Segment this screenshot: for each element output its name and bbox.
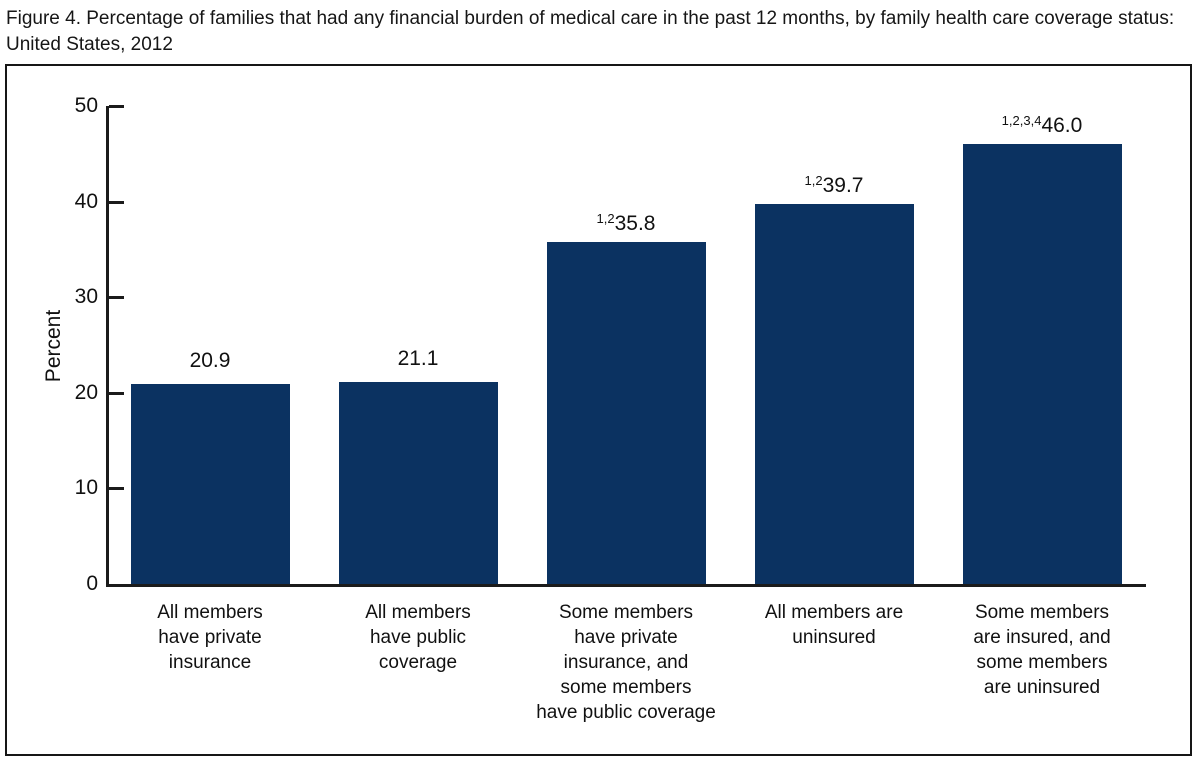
y-axis-line	[106, 106, 109, 587]
bar-value-label: 21.1	[308, 346, 528, 372]
chart-frame: Percent 0 10 20 30 40 50 20.9 All members have p…	[5, 64, 1192, 756]
plot-area: Percent 0 10 20 30 40 50 20.9 All members have p…	[7, 66, 1190, 754]
bar	[338, 382, 498, 584]
bar-value: 20.9	[189, 349, 231, 373]
y-tick	[109, 200, 124, 204]
bar	[754, 204, 914, 584]
y-tick-label: 10	[74, 476, 98, 500]
bar-value: 21.1	[397, 347, 439, 371]
y-tick-label: 50	[74, 94, 98, 117]
category-label: All members have public coverage	[365, 602, 471, 673]
bar-value-label: 1,235.8	[516, 206, 736, 237]
bar-value-label: 1,2,3,446.0	[932, 108, 1152, 139]
bar-value: 39.7	[822, 174, 864, 198]
y-tick-label: 0	[86, 572, 98, 595]
bar	[546, 241, 706, 584]
y-tick-label: 30	[74, 285, 98, 309]
y-tick	[109, 296, 124, 300]
bar-value-label: 1,239.7	[724, 168, 944, 199]
footnote-superscript: 1,2	[804, 173, 823, 189]
y-tick	[109, 391, 124, 395]
y-tick-label: 20	[74, 380, 98, 404]
category-label: Some members are insured, and some members…	[973, 602, 1111, 698]
x-axis-line	[106, 584, 1146, 587]
y-tick	[109, 105, 124, 108]
category-label: All members are uninsured	[764, 602, 904, 648]
y-axis-label: Percent	[42, 309, 65, 383]
category-label: Some members have private insurance, and so…	[536, 602, 716, 723]
footnote-superscript: 1,2,3,4	[1001, 113, 1042, 129]
bar	[962, 144, 1122, 584]
y-tick-label: 40	[74, 189, 98, 213]
figure-title: Figure 4. Percentage of families that ha…	[6, 8, 1175, 55]
bar	[130, 384, 290, 584]
footnote-superscript: 1,2	[596, 210, 615, 226]
bar-value: 46.0	[1041, 114, 1083, 138]
category-label: All members have private insurance	[157, 602, 263, 673]
bar-value: 35.8	[614, 211, 656, 235]
y-tick	[109, 487, 124, 491]
bar-value-label: 20.9	[100, 348, 320, 374]
